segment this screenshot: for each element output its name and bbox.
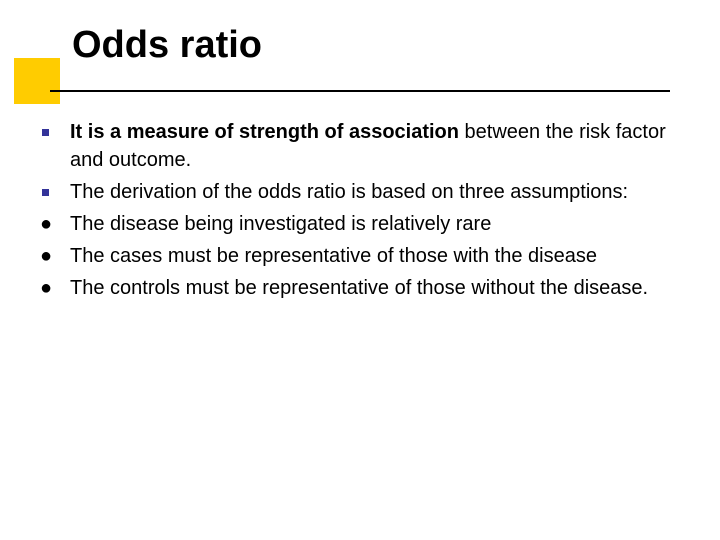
list-item: ● The disease being investigated is rela… bbox=[40, 210, 680, 238]
square-bullet-icon bbox=[40, 118, 70, 141]
body-area: It is a measure of strength of associati… bbox=[40, 118, 680, 306]
bullet-rest: The cases must be representative of thos… bbox=[70, 245, 597, 267]
bullet-rest: The controls must be representative of t… bbox=[70, 277, 648, 299]
bullet-text: The cases must be representative of thos… bbox=[70, 242, 680, 270]
list-item: ● The controls must be representative of… bbox=[40, 274, 680, 302]
bullet-rest: The derivation of the odds ratio is base… bbox=[70, 181, 628, 203]
list-item: ● The cases must be representative of th… bbox=[40, 242, 680, 270]
bullet-bold-lead: It is a measure of strength of associati… bbox=[70, 121, 459, 143]
square-bullet-icon bbox=[40, 178, 70, 201]
bullet-text: It is a measure of strength of associati… bbox=[70, 118, 680, 174]
title-underline bbox=[50, 90, 670, 92]
bullet-text: The derivation of the odds ratio is base… bbox=[70, 178, 680, 206]
accent-block bbox=[14, 58, 60, 104]
list-item: It is a measure of strength of associati… bbox=[40, 118, 680, 174]
bullet-rest: The disease being investigated is relati… bbox=[70, 213, 491, 235]
dot-bullet-icon: ● bbox=[40, 274, 70, 302]
dot-bullet-icon: ● bbox=[40, 242, 70, 270]
slide-title: Odds ratio bbox=[72, 24, 262, 67]
dot-bullet-icon: ● bbox=[40, 210, 70, 238]
bullet-text: The disease being investigated is relati… bbox=[70, 210, 680, 238]
list-item: The derivation of the odds ratio is base… bbox=[40, 178, 680, 206]
bullet-text: The controls must be representative of t… bbox=[70, 274, 680, 302]
slide: Odds ratio It is a measure of strength o… bbox=[0, 0, 720, 540]
title-area: Odds ratio bbox=[0, 24, 720, 104]
